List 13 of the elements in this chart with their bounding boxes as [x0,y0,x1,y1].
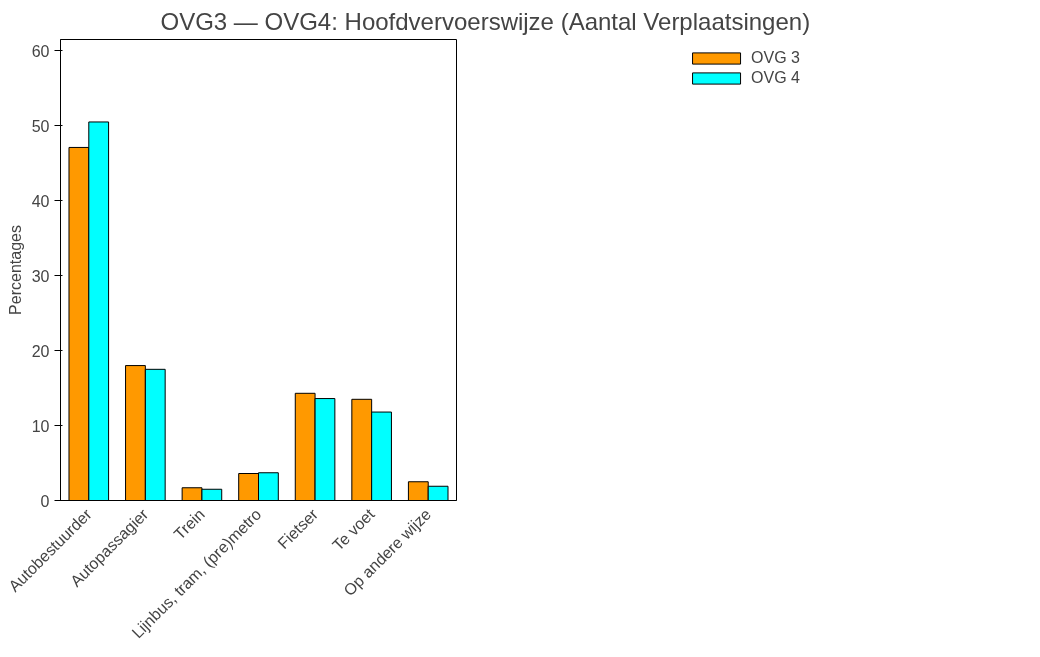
y-tick-label: 40 [31,192,50,210]
y-tick-label: 30 [31,267,50,285]
legend-label: OVG 4 [751,69,800,87]
y-axis-title: Percentages [6,225,24,315]
chart-title: OVG3 — OVG4: Hoofdvervoerswijze (Aantal Verplaatsingen) [160,7,811,35]
y-tick-label: 10 [31,417,50,435]
y-tick-label: 20 [31,342,50,360]
x-tick-label: Trein [170,505,208,543]
y-tick-label: 60 [31,42,50,60]
legend-label: OVG 3 [751,49,800,67]
y-tick-label: 0 [40,492,50,510]
y-tick-label: 50 [31,117,50,135]
x-tick-label: Te voet [329,505,379,554]
